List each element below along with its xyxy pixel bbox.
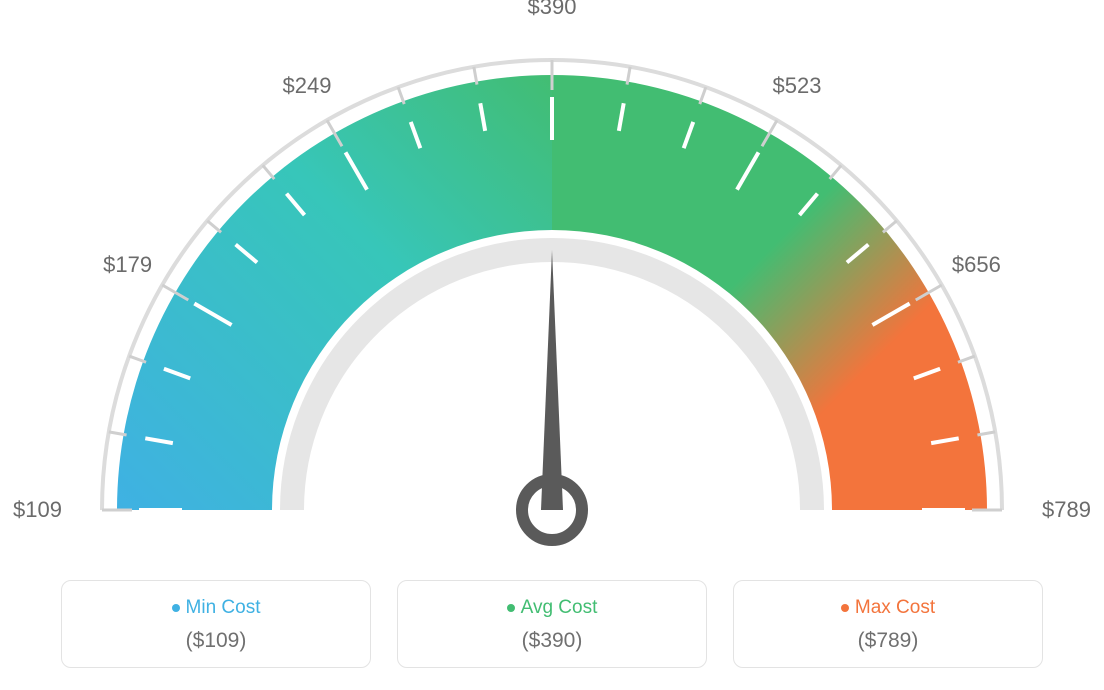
gauge-tick-label: $523	[773, 73, 822, 99]
gauge-chart: $109 $179 $249 $390 $523 $656 $789	[0, 0, 1104, 570]
color-band-left	[117, 75, 552, 510]
tick-minor	[627, 67, 630, 85]
legend-row: Min Cost ($109) Avg Cost ($390) Max Cost…	[0, 580, 1104, 668]
legend-value: ($109)	[62, 629, 370, 653]
gauge-tick-label: $109	[13, 497, 62, 523]
tick-minor	[830, 165, 842, 179]
gauge-tick-label: $390	[528, 0, 577, 20]
legend-value: ($789)	[734, 629, 1042, 653]
gauge-svg	[52, 20, 1052, 570]
legend-title: Avg Cost	[507, 597, 598, 619]
legend-value: ($390)	[398, 629, 706, 653]
legend-title: Max Cost	[841, 597, 935, 619]
tick-minor	[109, 432, 127, 435]
legend-dot-icon	[841, 604, 849, 612]
gauge-tick-label: $789	[1042, 497, 1091, 523]
legend-dot-icon	[172, 604, 180, 612]
tick-minor	[977, 432, 995, 435]
legend-card-min: Min Cost ($109)	[61, 580, 371, 668]
tick-minor	[958, 356, 975, 362]
tick-minor	[474, 67, 477, 85]
gauge-tick-label: $179	[103, 252, 152, 278]
color-band-right	[552, 75, 987, 510]
tick-minor	[207, 221, 221, 233]
tick-minor	[700, 87, 706, 104]
tick-minor	[883, 221, 897, 233]
tick-minor	[263, 165, 275, 179]
legend-card-max: Max Cost ($789)	[733, 580, 1043, 668]
tick-minor	[129, 356, 146, 362]
gauge-tick-label: $656	[952, 252, 1001, 278]
gauge-tick-label: $249	[283, 73, 332, 99]
legend-card-avg: Avg Cost ($390)	[397, 580, 707, 668]
legend-title-text: Max Cost	[855, 597, 935, 619]
tick-minor	[398, 87, 404, 104]
legend-title-text: Avg Cost	[521, 597, 598, 619]
legend-dot-icon	[507, 604, 515, 612]
legend-title-text: Min Cost	[186, 597, 261, 619]
legend-title: Min Cost	[172, 597, 261, 619]
gauge-needle	[541, 250, 563, 510]
